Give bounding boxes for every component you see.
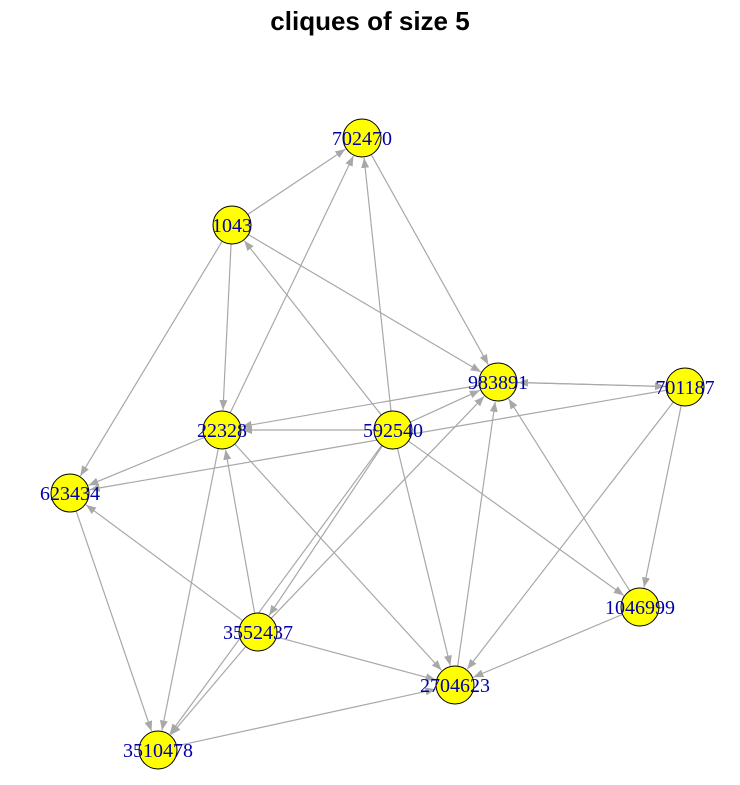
node-label: 702470 (332, 128, 392, 150)
edge-22328-to-702470 (229, 155, 354, 414)
node-1046999: 1046999 (605, 587, 675, 627)
edge-1046999-to-983891 (508, 398, 631, 592)
node-592540: 592540 (363, 410, 423, 450)
edge-3552437-to-623434 (85, 504, 244, 622)
edge-592540-to-1046999 (408, 440, 625, 596)
node-701187: 701187 (655, 367, 715, 407)
node-label: 22328 (197, 420, 247, 442)
node-circle (50, 473, 90, 513)
edge-983891-to-701187 (516, 381, 666, 391)
node-label: 1046999 (605, 597, 675, 619)
node-2704623: 2704623 (420, 665, 490, 705)
node-3552437: 3552437 (223, 612, 293, 652)
edge-623434-to-3510478 (75, 510, 153, 732)
node-label: 623434 (40, 483, 100, 505)
edge-592540-to-702470 (361, 157, 392, 412)
edge-2704623-to-983891 (457, 401, 498, 667)
edge-592540-to-2704623 (396, 448, 452, 666)
node-circle (138, 730, 178, 770)
node-702470: 702470 (332, 118, 392, 158)
edge-592540-to-3552437 (268, 445, 383, 616)
nodes-layer: 702470 1043 983891 701187 22328 592540 623434 1… (40, 118, 715, 770)
node-3510478: 3510478 (123, 730, 193, 770)
edge-592540-to-3510478 (169, 444, 383, 735)
chart-title: cliques of size 5 (270, 6, 470, 36)
edge-592540-to-1043 (243, 240, 382, 416)
node-label: 3510478 (123, 740, 193, 762)
edge-3552437-to-983891 (270, 396, 485, 619)
edges-layer (75, 148, 682, 747)
node-circle (202, 410, 242, 450)
edge-1043-to-623434 (79, 240, 223, 477)
edge-702470-to-983891 (370, 154, 489, 365)
node-circle (478, 362, 518, 402)
node-circle (342, 118, 382, 158)
node-label: 3552437 (223, 622, 293, 644)
node-label: 983891 (468, 372, 528, 394)
edge-983891-to-22328 (241, 384, 480, 429)
node-1043: 1043 (212, 205, 252, 245)
node-label: 701187 (655, 377, 714, 399)
node-label: 2704623 (420, 675, 490, 697)
node-circle (435, 665, 475, 705)
node-circle (665, 367, 705, 407)
node-label: 1043 (212, 215, 252, 237)
node-circle (212, 205, 252, 245)
node-623434: 623434 (40, 473, 100, 513)
edge-3552437-to-2704623 (276, 636, 436, 682)
node-label: 592540 (363, 420, 423, 442)
node-circle (238, 612, 278, 652)
edge-3552437-to-3510478 (170, 646, 247, 736)
edge-1046999-to-2704623 (473, 613, 623, 678)
edge-592540-to-983891 (410, 389, 481, 423)
edge-1043-to-702470 (247, 148, 346, 215)
node-983891: 983891 (468, 362, 528, 402)
node-22328: 22328 (197, 410, 247, 450)
edge-22328-to-3510478 (159, 448, 219, 731)
node-circle (620, 587, 660, 627)
edge-3510478-to-2704623 (176, 687, 436, 747)
edge-1043-to-983891 (248, 234, 482, 373)
node-circle (373, 410, 413, 450)
edge-22328-to-2704623 (234, 443, 442, 671)
edge-1043-to-22328 (219, 243, 232, 411)
edge-701187-to-2704623 (466, 401, 674, 670)
edge-22328-to-623434 (88, 436, 205, 486)
edge-3552437-to-22328 (223, 449, 256, 614)
edge-701187-to-1046999 (642, 405, 682, 588)
